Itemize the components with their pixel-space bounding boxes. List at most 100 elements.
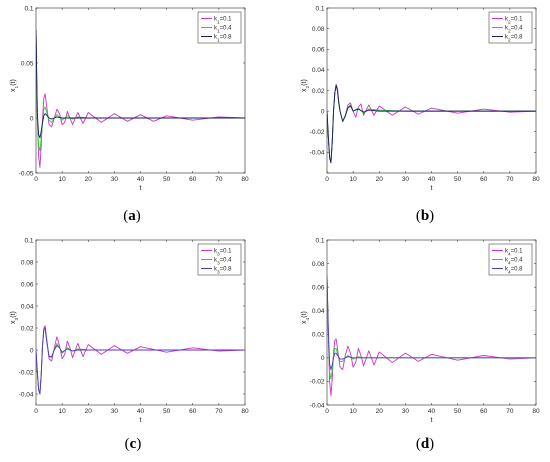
x-tick-label: 50 (454, 176, 462, 183)
y-tick-label: 0.02 (312, 88, 325, 95)
y-tick-label: -0.04 (19, 391, 34, 398)
x-tick-label: 80 (532, 176, 540, 183)
x-tick-label: 50 (454, 408, 462, 415)
series-line-3 (327, 275, 536, 371)
x-tick-label: 80 (532, 408, 540, 415)
x-tick-label: 40 (428, 176, 436, 183)
x-tick-label: 20 (376, 408, 384, 415)
x-tick-label: 60 (189, 176, 197, 183)
legend-entry-3: k3=0.8 (214, 267, 232, 276)
y-tick-label: 0.04 (312, 67, 325, 74)
x-tick-label: 10 (59, 408, 67, 415)
y-tick-label: 0.06 (21, 281, 34, 288)
x-tick-label: 60 (480, 176, 488, 183)
y-tick-label: 0.1 (315, 237, 324, 244)
legend: k2=0.1k2=0.4k2=0.8 (488, 11, 533, 44)
y-tick-label: 0.02 (312, 332, 325, 339)
y-tick-label: 0.1 (24, 237, 33, 244)
series-line-3 (36, 327, 245, 395)
legend-entry-1: k3=0.1 (214, 249, 232, 258)
x-tick-label: 80 (241, 408, 249, 415)
series-group (327, 83, 536, 164)
x-axis-label: t (140, 185, 142, 192)
y-tick-label: -0.04 (310, 150, 325, 157)
series-line-3 (36, 29, 245, 139)
x-tick-label: 10 (350, 408, 358, 415)
x-tick-label: 60 (480, 408, 488, 415)
x-tick-label: 0 (34, 408, 38, 415)
panel-caption: (b) (416, 208, 434, 224)
x-tick-label: 10 (59, 176, 67, 183)
x-tick-label: 50 (163, 408, 171, 415)
x-axis-label: t (140, 417, 142, 424)
x-tick-label: 0 (34, 176, 38, 183)
legend-entry-2: k3=0.4 (214, 258, 232, 267)
y-tick-label: 0.1 (315, 5, 324, 12)
y-tick-label: -0.04 (310, 402, 325, 409)
y-tick-label: 0.08 (21, 259, 34, 266)
x-tick-label: 30 (111, 408, 119, 415)
x-tick-label: 20 (85, 176, 93, 183)
y-axis-label: x3(t) (10, 311, 20, 324)
x-tick-label: 70 (215, 408, 223, 415)
y-tick-label: 0 (30, 115, 34, 122)
legend-entry-3: k1=0.8 (214, 35, 232, 44)
legend-entry-1: k1=0.1 (214, 17, 232, 26)
x-tick-label: 80 (241, 176, 249, 183)
x-tick-label: 40 (428, 408, 436, 415)
chart-panel-3: 0 10 20 30 40 50 60 70 80 -0.04 -0.02 0 0.02 0.04 0.06… (10, 237, 249, 452)
y-tick-label: 0.1 (24, 5, 33, 12)
legend: k1=0.1k1=0.4k1=0.8 (197, 11, 242, 44)
x-tick-label: 40 (137, 408, 145, 415)
legend: k3=0.1k3=0.4k3=0.8 (197, 243, 242, 276)
legend-entry-3: k2=0.8 (505, 35, 523, 44)
series-group (36, 325, 245, 395)
series-group (36, 29, 245, 168)
series-group (327, 275, 536, 397)
legend-entry-2: k1=0.4 (214, 26, 232, 35)
x-tick-label: 20 (376, 176, 384, 183)
x-tick-label: 60 (189, 408, 197, 415)
y-tick-label: 0.04 (21, 303, 34, 310)
x-axis-label: t (431, 185, 433, 192)
y-axis-label: x4(t) (301, 311, 311, 324)
x-tick-label: 30 (402, 176, 410, 183)
y-tick-label: -0.02 (310, 129, 325, 136)
legend-entry-1: k2=0.1 (505, 17, 523, 26)
y-tick-label: 0.06 (312, 284, 325, 291)
y-tick-label: 0.08 (312, 26, 325, 33)
panel-caption: (a) (123, 208, 141, 224)
y-tick-label: 0 (30, 347, 34, 354)
y-axis-label: x2(t) (301, 79, 311, 92)
y-tick-label: 0.08 (312, 261, 325, 268)
panel-caption: (c) (125, 436, 142, 452)
series-line-3 (327, 84, 536, 164)
x-tick-label: 70 (506, 408, 514, 415)
y-tick-label: 0 (321, 355, 325, 362)
x-tick-label: 10 (350, 176, 358, 183)
legend-entry-1: k4=0.1 (505, 249, 523, 258)
x-tick-label: 0 (325, 176, 329, 183)
x-tick-label: 30 (111, 176, 119, 183)
x-axis-label: t (431, 417, 433, 424)
y-tick-label: 0.04 (312, 308, 325, 315)
panel-caption: (d) (416, 436, 434, 452)
legend-entry-3: k4=0.8 (505, 267, 523, 276)
x-tick-label: 40 (137, 176, 145, 183)
y-tick-label: -0.02 (310, 379, 325, 386)
x-tick-label: 70 (506, 176, 514, 183)
x-tick-label: 0 (325, 408, 329, 415)
legend: k4=0.1k4=0.4k4=0.8 (488, 243, 533, 276)
legend-entry-2: k2=0.4 (505, 26, 523, 35)
y-tick-label: 0 (321, 108, 325, 115)
y-tick-label: 0.05 (21, 60, 34, 67)
chart-panel-1: 0 10 20 30 40 50 60 70 80-0.0500.050.1tx1(t)k1=0… (10, 5, 249, 224)
x-tick-label: 30 (402, 408, 410, 415)
y-tick-label: 0.06 (312, 47, 325, 54)
y-tick-label: 0.02 (21, 325, 34, 332)
y-axis-label: x1(t) (10, 79, 20, 92)
x-tick-label: 50 (163, 176, 171, 183)
y-tick-label: -0.02 (19, 369, 34, 376)
chart-panel-2: 0 10 20 30 40 50 60 70 80 -0.04 -0.02 0 0.02 0.04 0.06… (301, 5, 540, 224)
